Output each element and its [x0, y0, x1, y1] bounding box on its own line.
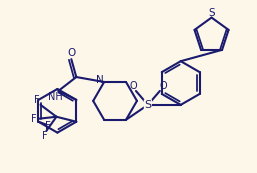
Text: O: O: [67, 48, 76, 58]
Text: O: O: [159, 81, 167, 91]
Text: O: O: [129, 81, 137, 91]
Text: F: F: [34, 95, 39, 105]
Text: F: F: [31, 114, 36, 124]
Text: S: S: [144, 100, 151, 110]
Text: F: F: [45, 121, 51, 131]
Text: N: N: [96, 75, 104, 85]
Text: S: S: [208, 8, 215, 18]
Text: F: F: [42, 131, 47, 141]
Text: NH: NH: [48, 92, 63, 102]
